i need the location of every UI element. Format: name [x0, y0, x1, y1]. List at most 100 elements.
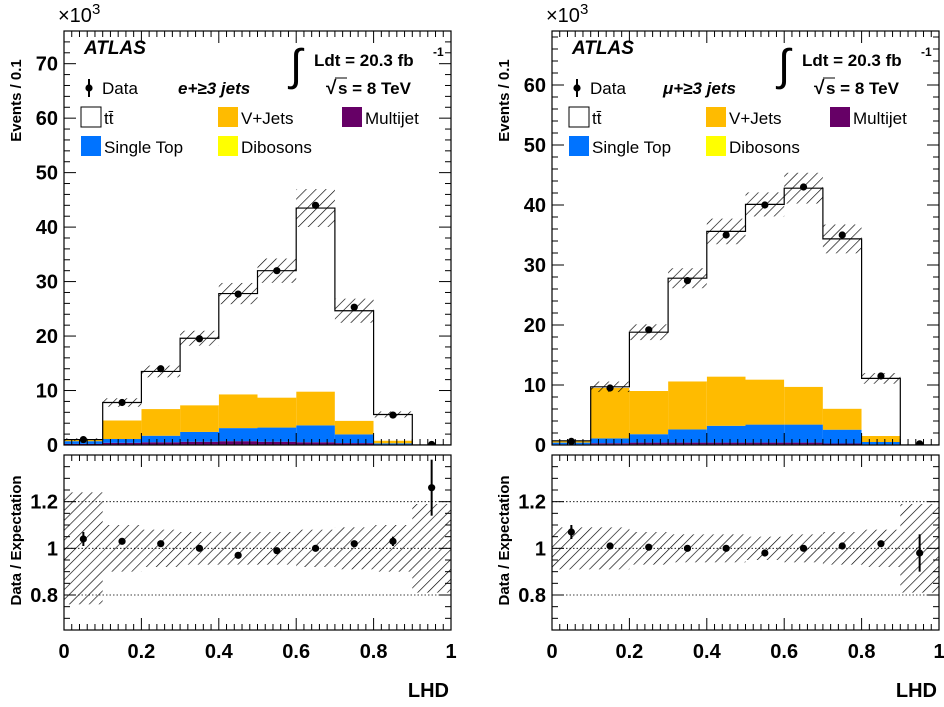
stack-bar-tt-5 [257, 270, 297, 398]
stack-bar-vjets-3 [180, 405, 219, 432]
experiment-label: ATLAS [83, 38, 146, 59]
stack-bar-singletop-1 [102, 439, 142, 443]
luminosity-label: Ldt = 20.3 fb [802, 51, 902, 70]
ratio-plot-area [552, 501, 939, 596]
y-axis-multiplier: ×10 [546, 5, 580, 27]
stack-bar-singletop-6 [296, 425, 335, 443]
ratio-point-0 [79, 535, 87, 543]
luminosity-exponent: -1 [433, 45, 444, 59]
stack-bar-vjets-7 [334, 420, 374, 435]
energy-label: s = 8 TeV [826, 79, 900, 98]
luminosity-label: Ldt = 20.3 fb [314, 51, 414, 70]
y-axis-multiplier-exponent: 3 [92, 1, 100, 18]
ratio-y-tick-label: 1.2 [518, 492, 546, 514]
y-axis-multiplier-exponent: 3 [580, 1, 588, 18]
data-point-7 [838, 231, 846, 239]
stack-bar-tt-6 [296, 208, 335, 392]
legend-data-label: Data [590, 79, 626, 98]
ratio-uncertainty-band-4 [218, 532, 258, 565]
x-tick-label: 0 [58, 641, 69, 663]
ratio-y-tick-label: 0.8 [518, 585, 546, 607]
luminosity-exponent: -1 [921, 45, 932, 59]
ratio-point-9 [428, 484, 436, 492]
x-axis-title: LHD [408, 680, 449, 702]
stack-bar-tt-4 [218, 293, 258, 395]
x-tick-label: 0.8 [360, 641, 388, 663]
ratio-point-6 [311, 544, 320, 552]
data-point-9 [916, 440, 924, 445]
y-tick-label: 40 [36, 217, 58, 239]
stack-bar-tt-1 [102, 402, 142, 421]
legend-data-marker [85, 84, 93, 92]
legend-swatch-vjets [218, 107, 238, 127]
stack-bar-tt-2 [629, 332, 669, 391]
stack-bar-multijet-3 [180, 441, 219, 445]
ratio-point-3 [683, 544, 692, 552]
y-tick-label: 50 [36, 163, 58, 185]
y-tick-label: 60 [524, 75, 546, 97]
stack-bar-singletop-3 [668, 429, 707, 443]
stack-bar-multijet-5 [745, 442, 785, 445]
data-point-6 [799, 183, 808, 191]
ratio-point-7 [350, 540, 358, 548]
y-tick-label: 20 [36, 326, 58, 348]
stack-bar-tt-2 [141, 371, 181, 410]
x-tick-label: 0.2 [615, 641, 643, 663]
legend-data-marker [573, 84, 581, 92]
data-point-4 [234, 290, 242, 298]
ratio-plot-area [64, 459, 451, 605]
y-tick-label: 30 [36, 272, 58, 294]
ratio-point-8 [877, 540, 885, 548]
data-point-8 [389, 411, 397, 419]
data-point-3 [683, 277, 692, 285]
main-plot-area [552, 172, 939, 445]
y-tick-label: 0 [47, 435, 58, 457]
stack-bar-singletop-7 [822, 429, 862, 444]
y-axis-title: Events / 0.1 [8, 59, 25, 142]
stack-bar-vjets-1 [590, 388, 630, 439]
data-point-2 [645, 326, 653, 334]
stack-bar-singletop-5 [745, 424, 785, 443]
stack-bar-tt-7 [822, 238, 862, 409]
ratio-point-1 [606, 542, 614, 550]
ratio-point-2 [645, 543, 653, 551]
ratio-y-axis-title: Data / Expectation [496, 475, 513, 605]
stack-bar-singletop-6 [784, 424, 823, 443]
data-point-1 [606, 384, 614, 392]
ratio-uncertainty-band-8 [373, 525, 413, 572]
channel-label: e+≥3 jets [178, 79, 250, 98]
stack-bar-tt-7 [334, 310, 374, 421]
stack-bar-singletop-3 [180, 431, 219, 442]
stack-bar-multijet-0 [64, 443, 103, 445]
stack-bar-singletop-8 [861, 442, 901, 445]
stack-bar-vjets-3 [668, 381, 707, 430]
legend-swatch-dibosons [706, 136, 726, 156]
stack-bar-multijet-1 [102, 442, 142, 445]
stack-bar-vjets-5 [745, 379, 785, 425]
stack-bar-vjets-5 [257, 397, 297, 428]
data-point-3 [195, 335, 204, 343]
stack-bar-vjets-1 [102, 420, 142, 440]
stack-bar-singletop-7 [334, 434, 374, 444]
ratio-y-axis-title: Data / Expectation [8, 475, 25, 605]
stack-bar-singletop-2 [141, 435, 181, 443]
stack-bar-singletop-8 [373, 443, 413, 445]
stack-bar-multijet-2 [141, 442, 181, 445]
ratio-point-4 [722, 544, 730, 552]
x-tick-label: 0.6 [770, 641, 798, 663]
stack-bar-multijet-6 [296, 442, 335, 445]
x-axis-title: LHD [896, 680, 937, 702]
stack-bar-vjets-6 [784, 386, 823, 425]
ratio-uncertainty-band-2 [141, 529, 181, 567]
legend-swatch-multijet [342, 107, 362, 127]
legend-label-tt: tt̄ [592, 109, 602, 128]
x-tick-label: 0.6 [282, 641, 310, 663]
ratio-y-tick-label: 1.2 [30, 492, 58, 514]
integral-symbol: ∫ [287, 41, 305, 90]
stack-bar-tt-5 [745, 204, 785, 380]
stack-bar-singletop-4 [218, 428, 258, 442]
uncertainty-band-7 [822, 224, 862, 254]
